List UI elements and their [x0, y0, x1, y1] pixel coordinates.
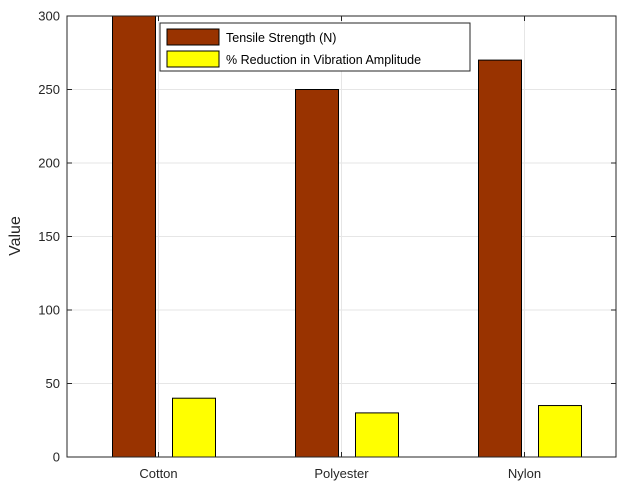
legend-label-vibration-reduction: % Reduction in Vibration Amplitude [226, 53, 421, 67]
bar-nylon-series-0 [479, 60, 522, 457]
y-tick-label: 250 [38, 82, 60, 97]
y-tick-label: 100 [38, 303, 60, 318]
x-tick-label: Cotton [139, 466, 177, 481]
y-tick-label: 150 [38, 229, 60, 244]
bar-cotton-series-1 [173, 398, 216, 457]
bar-cotton-series-0 [113, 16, 156, 457]
bar-polyester-series-0 [296, 90, 339, 458]
y-tick-label: 300 [38, 9, 60, 24]
legend-swatch-tensile-strength [167, 29, 219, 45]
x-tick-label: Polyester [314, 466, 369, 481]
y-tick-label: 0 [53, 450, 60, 465]
y-tick-label: 50 [46, 376, 60, 391]
y-tick-label: 200 [38, 156, 60, 171]
legend-swatch-vibration-reduction [167, 51, 219, 67]
y-axis-label: Value [7, 216, 24, 256]
x-tick-label: Nylon [508, 466, 541, 481]
bar-nylon-series-1 [539, 406, 582, 457]
bar-polyester-series-1 [356, 413, 399, 457]
legend: Tensile Strength (N) % Reduction in Vibr… [160, 23, 470, 71]
legend-label-tensile-strength: Tensile Strength (N) [226, 31, 336, 45]
